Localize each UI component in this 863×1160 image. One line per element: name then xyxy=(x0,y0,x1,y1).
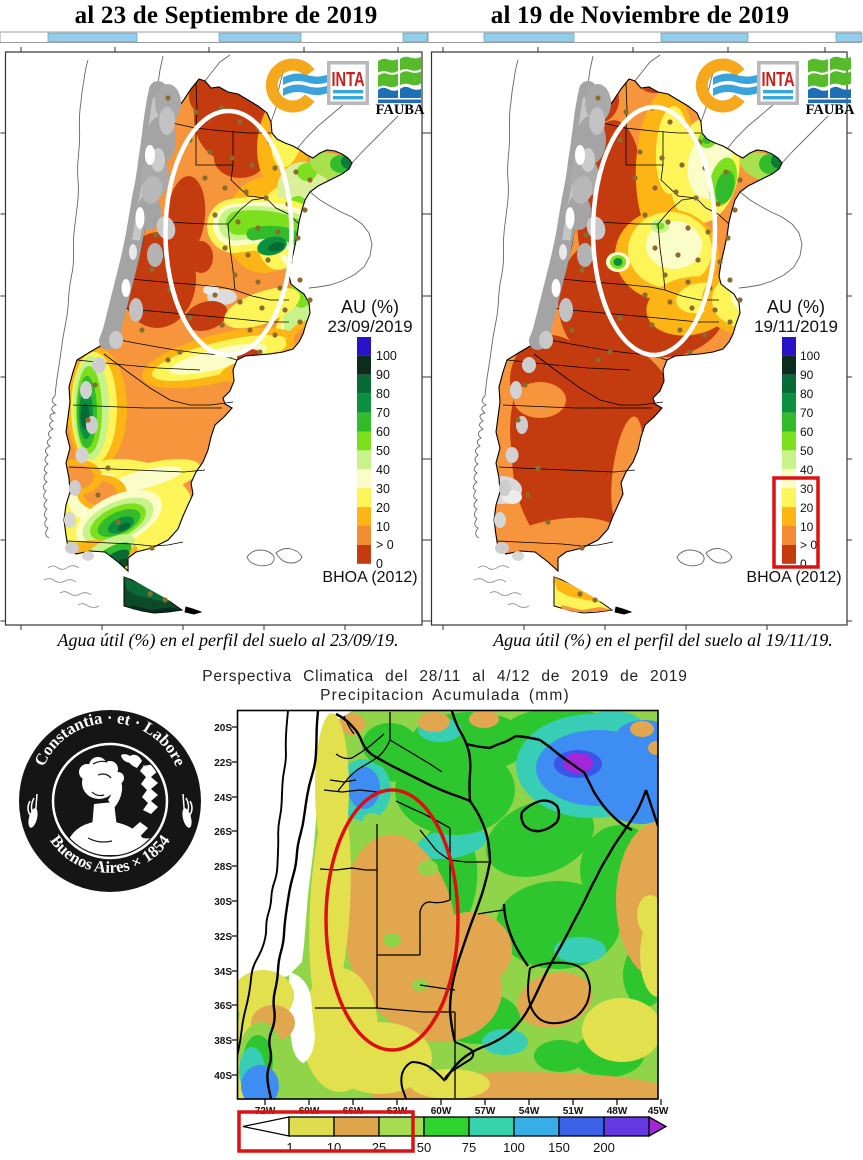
svg-text:20S: 20S xyxy=(214,723,232,734)
svg-text:BHOA (2012): BHOA (2012) xyxy=(322,569,417,586)
svg-text:28S: 28S xyxy=(214,862,232,873)
svg-text:150: 150 xyxy=(548,1140,570,1155)
svg-text:51W: 51W xyxy=(563,1106,584,1117)
svg-text:0: 0 xyxy=(376,557,383,571)
svg-text:70: 70 xyxy=(376,406,390,420)
svg-text:50: 50 xyxy=(376,444,390,458)
svg-text:0: 0 xyxy=(800,557,807,571)
svg-text:50: 50 xyxy=(800,444,814,458)
svg-text:34S: 34S xyxy=(214,967,232,978)
svg-text:10: 10 xyxy=(376,520,390,534)
svg-text:32S: 32S xyxy=(214,932,232,943)
svg-text:AU (%): AU (%) xyxy=(341,297,399,317)
svg-text:AU (%): AU (%) xyxy=(767,297,825,317)
svg-text:10: 10 xyxy=(800,520,814,534)
svg-text:1: 1 xyxy=(286,1140,293,1155)
svg-text:30: 30 xyxy=(800,482,814,496)
svg-text:30S: 30S xyxy=(214,897,232,908)
svg-text:20: 20 xyxy=(376,501,390,515)
svg-text:54W: 54W xyxy=(519,1106,540,1117)
svg-text:60: 60 xyxy=(376,425,390,439)
svg-text:23/09/2019: 23/09/2019 xyxy=(327,317,412,336)
svg-text:> 0: > 0 xyxy=(376,538,394,552)
svg-text:90: 90 xyxy=(800,368,814,382)
svg-text:100: 100 xyxy=(800,349,820,363)
svg-text:40S: 40S xyxy=(214,1071,232,1082)
svg-text:BHOA (2012): BHOA (2012) xyxy=(746,569,841,586)
svg-text:26S: 26S xyxy=(214,827,232,838)
svg-text:57W: 57W xyxy=(475,1106,496,1117)
svg-text:30: 30 xyxy=(376,482,390,496)
svg-text:45W: 45W xyxy=(648,1106,669,1117)
svg-text:40: 40 xyxy=(800,463,814,477)
svg-text:48W: 48W xyxy=(607,1106,628,1117)
svg-text:60W: 60W xyxy=(431,1106,452,1117)
svg-text:75: 75 xyxy=(462,1140,476,1155)
svg-text:80: 80 xyxy=(800,387,814,401)
svg-text:80: 80 xyxy=(376,387,390,401)
svg-text:200: 200 xyxy=(593,1140,615,1155)
svg-text:24S: 24S xyxy=(214,793,232,804)
svg-text:70: 70 xyxy=(800,406,814,420)
svg-text:50: 50 xyxy=(417,1140,431,1155)
svg-text:38S: 38S xyxy=(214,1036,232,1047)
svg-text:36S: 36S xyxy=(214,1001,232,1012)
svg-text:19/11/2019: 19/11/2019 xyxy=(754,317,838,336)
svg-text:20: 20 xyxy=(800,501,814,515)
svg-text:90: 90 xyxy=(376,368,390,382)
svg-text:100: 100 xyxy=(376,349,397,363)
svg-text:100: 100 xyxy=(503,1140,525,1155)
svg-text:22S: 22S xyxy=(214,758,232,769)
svg-text:40: 40 xyxy=(376,463,390,477)
svg-text:> 0: > 0 xyxy=(800,538,817,552)
svg-text:60: 60 xyxy=(800,425,814,439)
